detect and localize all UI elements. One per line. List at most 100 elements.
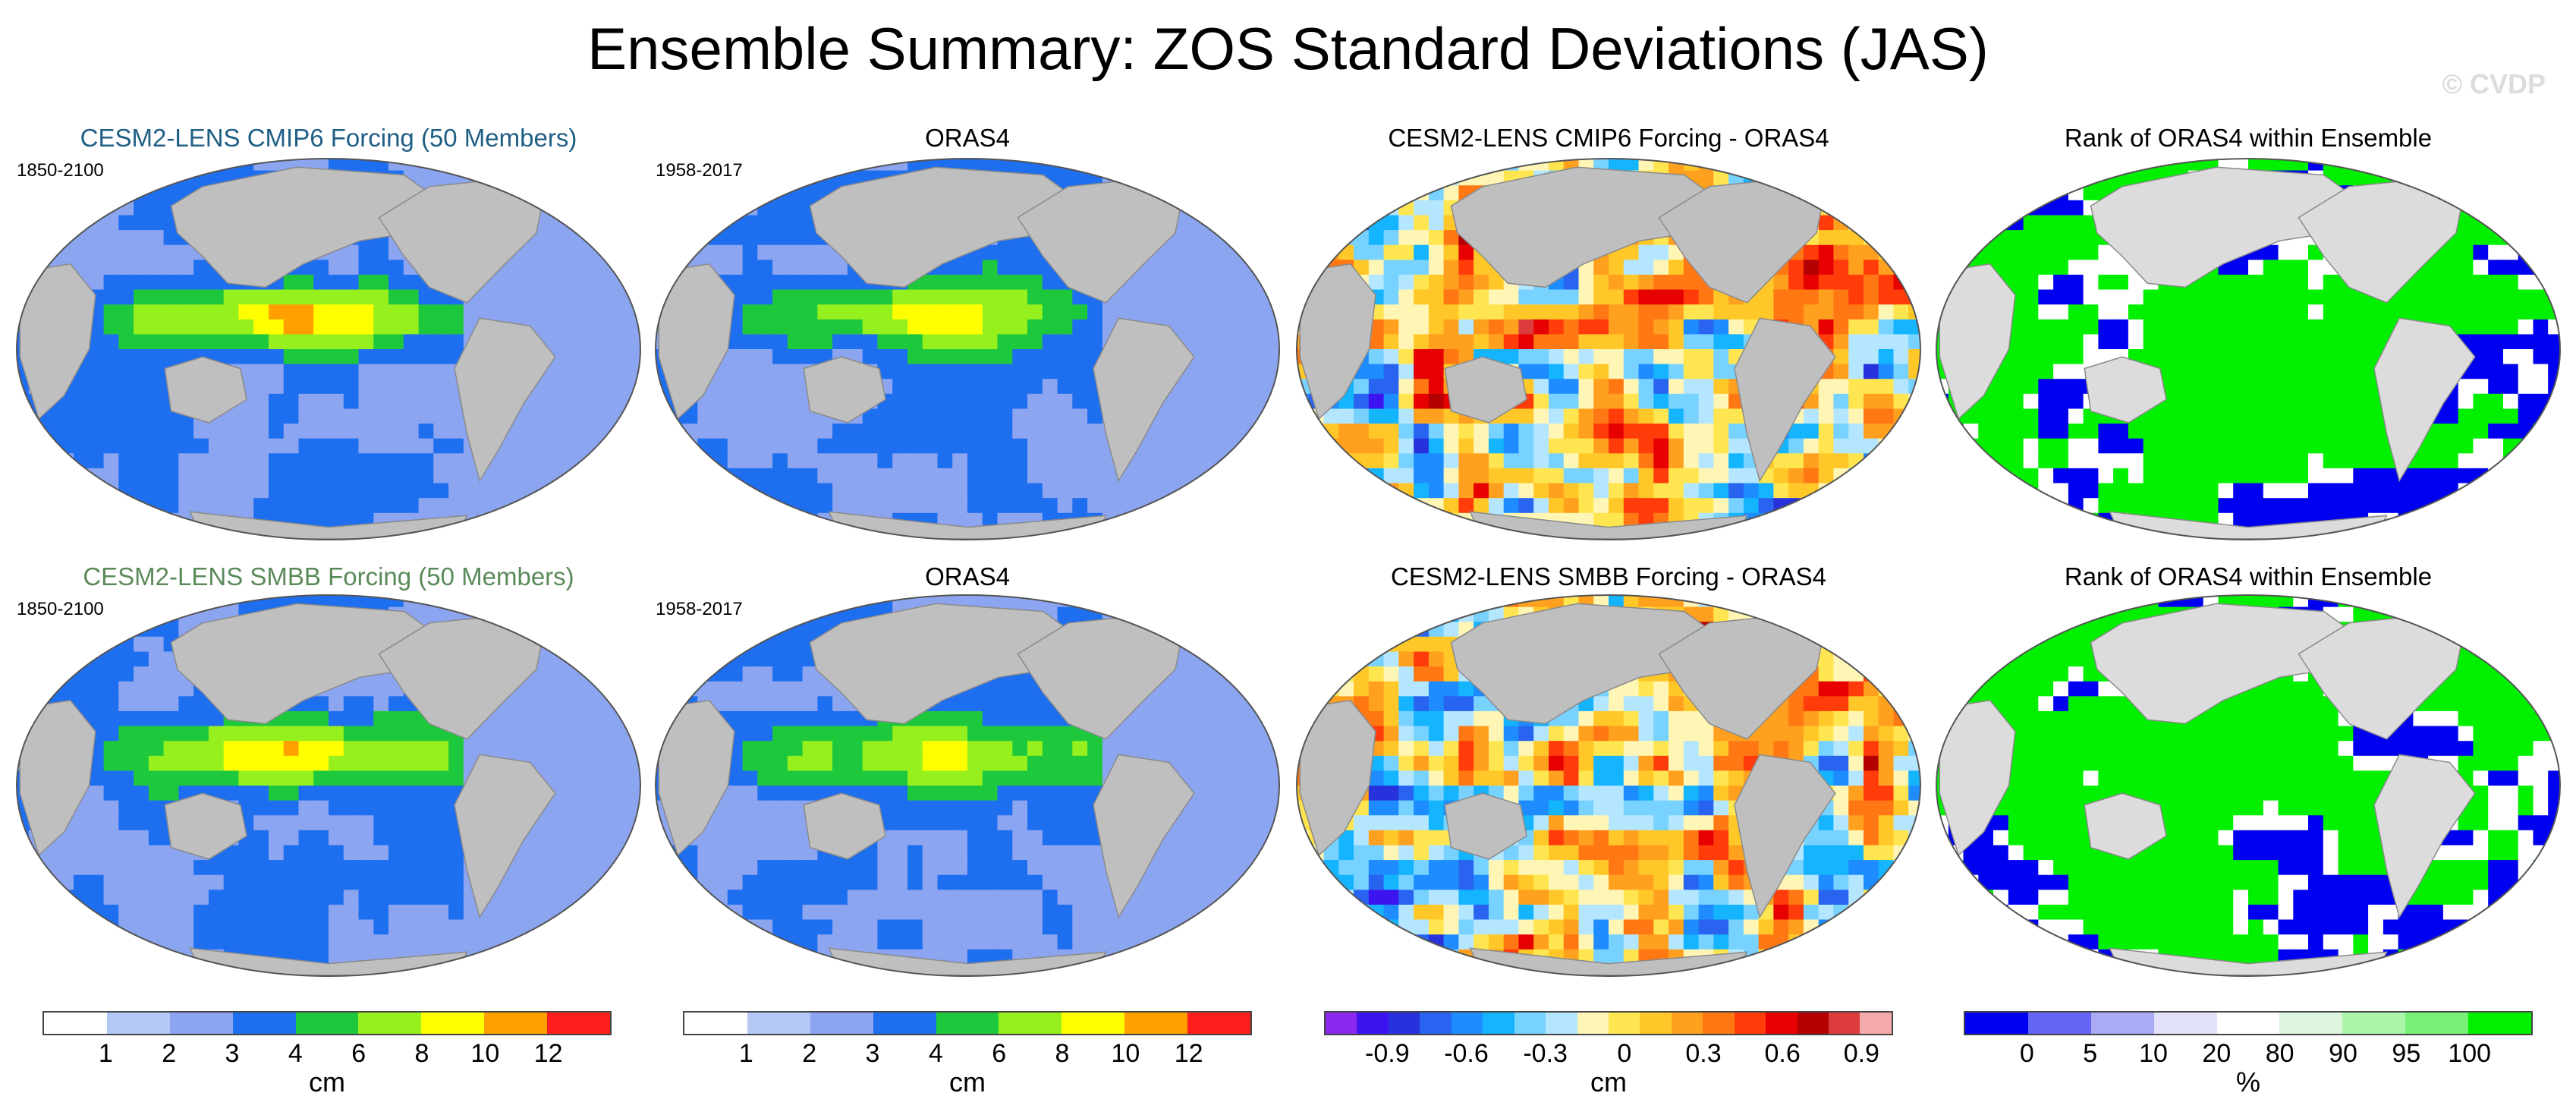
ocean-cell bbox=[1533, 498, 1549, 514]
ocean-cell bbox=[343, 726, 360, 742]
ocean-cell bbox=[193, 304, 209, 320]
ocean-cell bbox=[628, 438, 640, 454]
ocean-cell bbox=[2458, 159, 2474, 172]
ocean-cell bbox=[1593, 393, 1609, 409]
ocean-cell bbox=[1222, 319, 1238, 335]
ocean-cell bbox=[1222, 185, 1238, 201]
ocean-cell bbox=[757, 200, 773, 216]
ocean-cell bbox=[358, 424, 374, 439]
ocean-cell bbox=[1893, 483, 1909, 499]
ocean-cell bbox=[28, 512, 45, 528]
ocean-cell bbox=[1609, 408, 1625, 424]
ocean-cell bbox=[2158, 438, 2174, 454]
ocean-cell bbox=[2038, 408, 2054, 424]
ocean-cell bbox=[1398, 498, 1414, 514]
ocean-cell bbox=[2083, 528, 2099, 540]
ocean-cell bbox=[832, 528, 848, 540]
ocean-cell bbox=[2548, 483, 2560, 499]
ocean-cell bbox=[1803, 453, 1820, 469]
ocean-cell bbox=[1788, 260, 1804, 276]
ocean-cell bbox=[628, 260, 640, 276]
ocean-cell bbox=[877, 349, 893, 365]
ocean-cell bbox=[2218, 424, 2234, 439]
ocean-cell bbox=[1383, 468, 1399, 484]
ocean-cell bbox=[1267, 528, 1279, 540]
ocean-cell bbox=[583, 636, 599, 652]
ocean-cell bbox=[553, 304, 569, 320]
ocean-cell bbox=[1623, 319, 1640, 335]
ocean-cell bbox=[727, 230, 744, 246]
ocean-cell bbox=[2008, 274, 2024, 291]
ocean-cell bbox=[2323, 319, 2339, 335]
ocean-cell bbox=[448, 595, 464, 608]
ocean-cell bbox=[568, 274, 584, 291]
panel-title: Rank of ORAS4 within Ensemble bbox=[2064, 124, 2433, 152]
ocean-cell bbox=[1728, 438, 1744, 454]
ocean-cell bbox=[2308, 453, 2324, 469]
ocean-cell bbox=[1474, 334, 1489, 350]
ocean-cell bbox=[1549, 364, 1565, 380]
ocean-cell bbox=[1147, 170, 1163, 186]
ocean-cell bbox=[433, 498, 449, 514]
ocean-cell bbox=[2323, 379, 2339, 395]
ocean-cell bbox=[2233, 289, 2249, 305]
ocean-cell bbox=[667, 170, 684, 186]
ocean-cell bbox=[1027, 334, 1043, 350]
ocean-cell bbox=[682, 468, 698, 484]
ocean-cell bbox=[2113, 260, 2129, 276]
ocean-cell bbox=[613, 741, 629, 757]
ocean-cell bbox=[1177, 424, 1194, 439]
ocean-cell bbox=[1518, 159, 1534, 172]
ocean-cell bbox=[2158, 289, 2174, 305]
ocean-cell bbox=[2068, 453, 2084, 469]
ocean-cell bbox=[1323, 453, 1339, 469]
ocean-cell bbox=[2083, 170, 2099, 186]
ocean-cell bbox=[1978, 200, 1994, 216]
ocean-cell bbox=[538, 755, 555, 771]
ocean-cell bbox=[1237, 468, 1253, 484]
ocean-cell bbox=[298, 755, 314, 771]
ocean-cell bbox=[583, 696, 599, 712]
ocean-cell bbox=[2098, 483, 2114, 499]
ocean-cell bbox=[2353, 170, 2369, 186]
ocean-cell bbox=[358, 726, 374, 742]
ocean-cell bbox=[2503, 200, 2519, 216]
ocean-cell bbox=[1578, 274, 1594, 291]
ocean-cell bbox=[17, 595, 30, 608]
ocean-cell bbox=[58, 528, 74, 540]
ocean-cell bbox=[1012, 453, 1028, 469]
ocean-cell bbox=[2173, 483, 2189, 499]
ocean-cell bbox=[2053, 424, 2069, 439]
ocean-cell bbox=[1338, 185, 1354, 201]
ocean-cell bbox=[1864, 364, 1879, 380]
ocean-cell bbox=[223, 468, 240, 484]
ocean-cell bbox=[358, 379, 374, 395]
ocean-cell bbox=[118, 408, 134, 424]
ocean-cell bbox=[1428, 200, 1445, 216]
ocean-cell bbox=[1132, 528, 1148, 540]
ocean-cell bbox=[787, 274, 804, 291]
ocean-cell bbox=[478, 483, 494, 499]
ocean-cell bbox=[1192, 260, 1208, 276]
ocean-cell bbox=[134, 304, 149, 320]
ocean-cell bbox=[1443, 319, 1459, 335]
ocean-cell bbox=[727, 274, 744, 291]
ocean-cell bbox=[656, 274, 668, 291]
ocean-cell bbox=[1207, 528, 1223, 540]
ocean-cell bbox=[17, 696, 30, 712]
ocean-cell bbox=[2442, 185, 2459, 201]
ocean-cell bbox=[2113, 498, 2129, 514]
ocean-cell bbox=[1267, 468, 1279, 484]
ocean-cell bbox=[1713, 424, 1729, 439]
ocean-cell bbox=[1222, 260, 1238, 276]
ocean-cell bbox=[178, 424, 194, 439]
ocean-cell bbox=[178, 468, 194, 484]
ocean-cell bbox=[937, 468, 953, 484]
ocean-cell bbox=[1578, 424, 1594, 439]
ocean-cell bbox=[1338, 200, 1354, 216]
ocean-cell bbox=[1323, 200, 1339, 216]
ocean-cell bbox=[223, 786, 240, 802]
ocean-cell bbox=[2203, 438, 2219, 454]
ocean-cell bbox=[1978, 170, 1994, 186]
ocean-cell bbox=[1623, 364, 1640, 380]
